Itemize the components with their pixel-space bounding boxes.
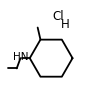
Text: Cl: Cl <box>53 10 64 23</box>
Text: HN: HN <box>13 52 28 62</box>
Text: H: H <box>61 18 69 31</box>
